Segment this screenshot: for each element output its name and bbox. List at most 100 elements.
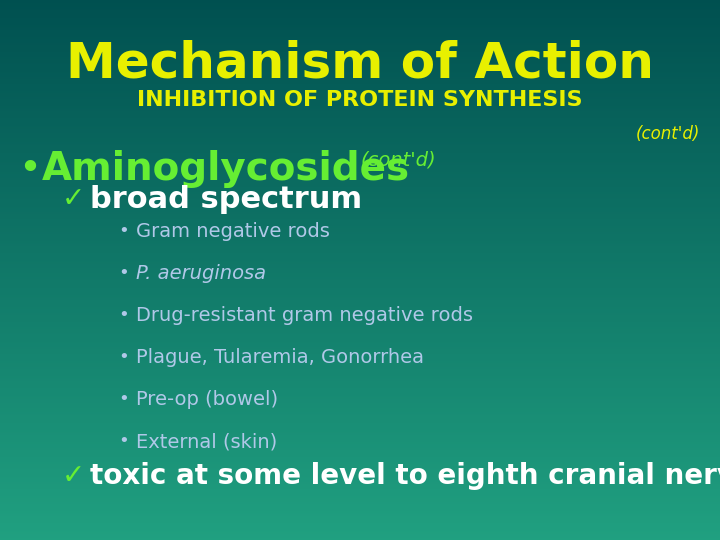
Bar [0, 442, 720, 444]
Bar [0, 228, 720, 231]
Bar [0, 282, 720, 285]
Bar [0, 279, 720, 281]
Bar [0, 387, 720, 389]
Bar [0, 498, 720, 501]
Bar [0, 127, 720, 130]
Bar [0, 408, 720, 410]
Bar [0, 514, 720, 517]
Bar [0, 269, 720, 272]
Bar [0, 453, 720, 455]
Bar [0, 194, 720, 196]
Bar [0, 480, 720, 482]
Bar [0, 222, 720, 225]
Bar [0, 185, 720, 187]
Bar [0, 199, 720, 201]
Bar [0, 41, 720, 43]
Bar [0, 104, 720, 106]
Bar [0, 195, 720, 198]
Text: Pre-op (bowel): Pre-op (bowel) [136, 390, 278, 409]
Bar [0, 66, 720, 69]
Bar [0, 122, 720, 124]
Bar [0, 394, 720, 396]
Bar [0, 347, 720, 349]
Bar [0, 55, 720, 58]
Bar [0, 242, 720, 245]
Bar [0, 241, 720, 243]
Bar [0, 377, 720, 380]
Bar [0, 320, 720, 322]
Bar [0, 388, 720, 390]
Bar [0, 44, 720, 47]
Text: •: • [118, 390, 129, 408]
Bar [0, 176, 720, 178]
Bar [0, 75, 720, 77]
Bar [0, 462, 720, 464]
Bar [0, 333, 720, 335]
Bar [0, 516, 720, 518]
Bar [0, 77, 720, 79]
Bar [0, 248, 720, 250]
Bar [0, 221, 720, 223]
Bar [0, 451, 720, 454]
Bar [0, 205, 720, 207]
Bar [0, 298, 720, 301]
Text: INHIBITION OF PROTEIN SYNTHESIS: INHIBITION OF PROTEIN SYNTHESIS [138, 90, 582, 110]
Bar [0, 46, 720, 49]
Bar [0, 496, 720, 498]
Bar [0, 329, 720, 331]
Bar [0, 181, 720, 184]
Bar [0, 327, 720, 329]
Bar [0, 415, 720, 417]
Text: broad spectrum: broad spectrum [90, 185, 362, 214]
Bar [0, 406, 720, 409]
Bar [0, 225, 720, 227]
Bar [0, 255, 720, 258]
Bar [0, 167, 720, 169]
Text: Gram negative rods: Gram negative rods [136, 222, 330, 241]
Bar [0, 441, 720, 443]
Bar [0, 70, 720, 72]
Bar [0, 512, 720, 515]
Bar [0, 43, 720, 45]
Bar [0, 522, 720, 524]
Bar [0, 424, 720, 427]
Bar [0, 465, 720, 468]
Bar [0, 79, 720, 81]
Bar [0, 154, 720, 157]
Bar [0, 168, 720, 171]
Bar [0, 239, 720, 241]
Bar [0, 215, 720, 218]
Bar [0, 235, 720, 238]
Bar [0, 383, 720, 385]
Bar [0, 63, 720, 65]
Bar [0, 268, 720, 270]
Bar [0, 336, 720, 339]
Bar [0, 114, 720, 117]
Bar [0, 289, 720, 292]
Bar [0, 160, 720, 162]
Bar [0, 475, 720, 477]
Bar [0, 403, 720, 405]
Bar [0, 476, 720, 479]
Bar [0, 174, 720, 177]
Bar [0, 257, 720, 259]
Bar [0, 428, 720, 430]
Bar [0, 473, 720, 475]
Bar [0, 460, 720, 463]
Bar [0, 334, 720, 336]
Bar [0, 28, 720, 31]
Bar [0, 287, 720, 290]
Bar [0, 492, 720, 495]
Bar [0, 338, 720, 340]
Bar [0, 111, 720, 113]
Bar [0, 165, 720, 167]
Bar [0, 73, 720, 76]
Bar [0, 448, 720, 450]
Bar [0, 87, 720, 90]
Bar [0, 210, 720, 212]
Bar [0, 113, 720, 115]
Bar [0, 192, 720, 194]
Bar [0, 266, 720, 268]
Text: •: • [118, 222, 129, 240]
Bar [0, 17, 720, 20]
